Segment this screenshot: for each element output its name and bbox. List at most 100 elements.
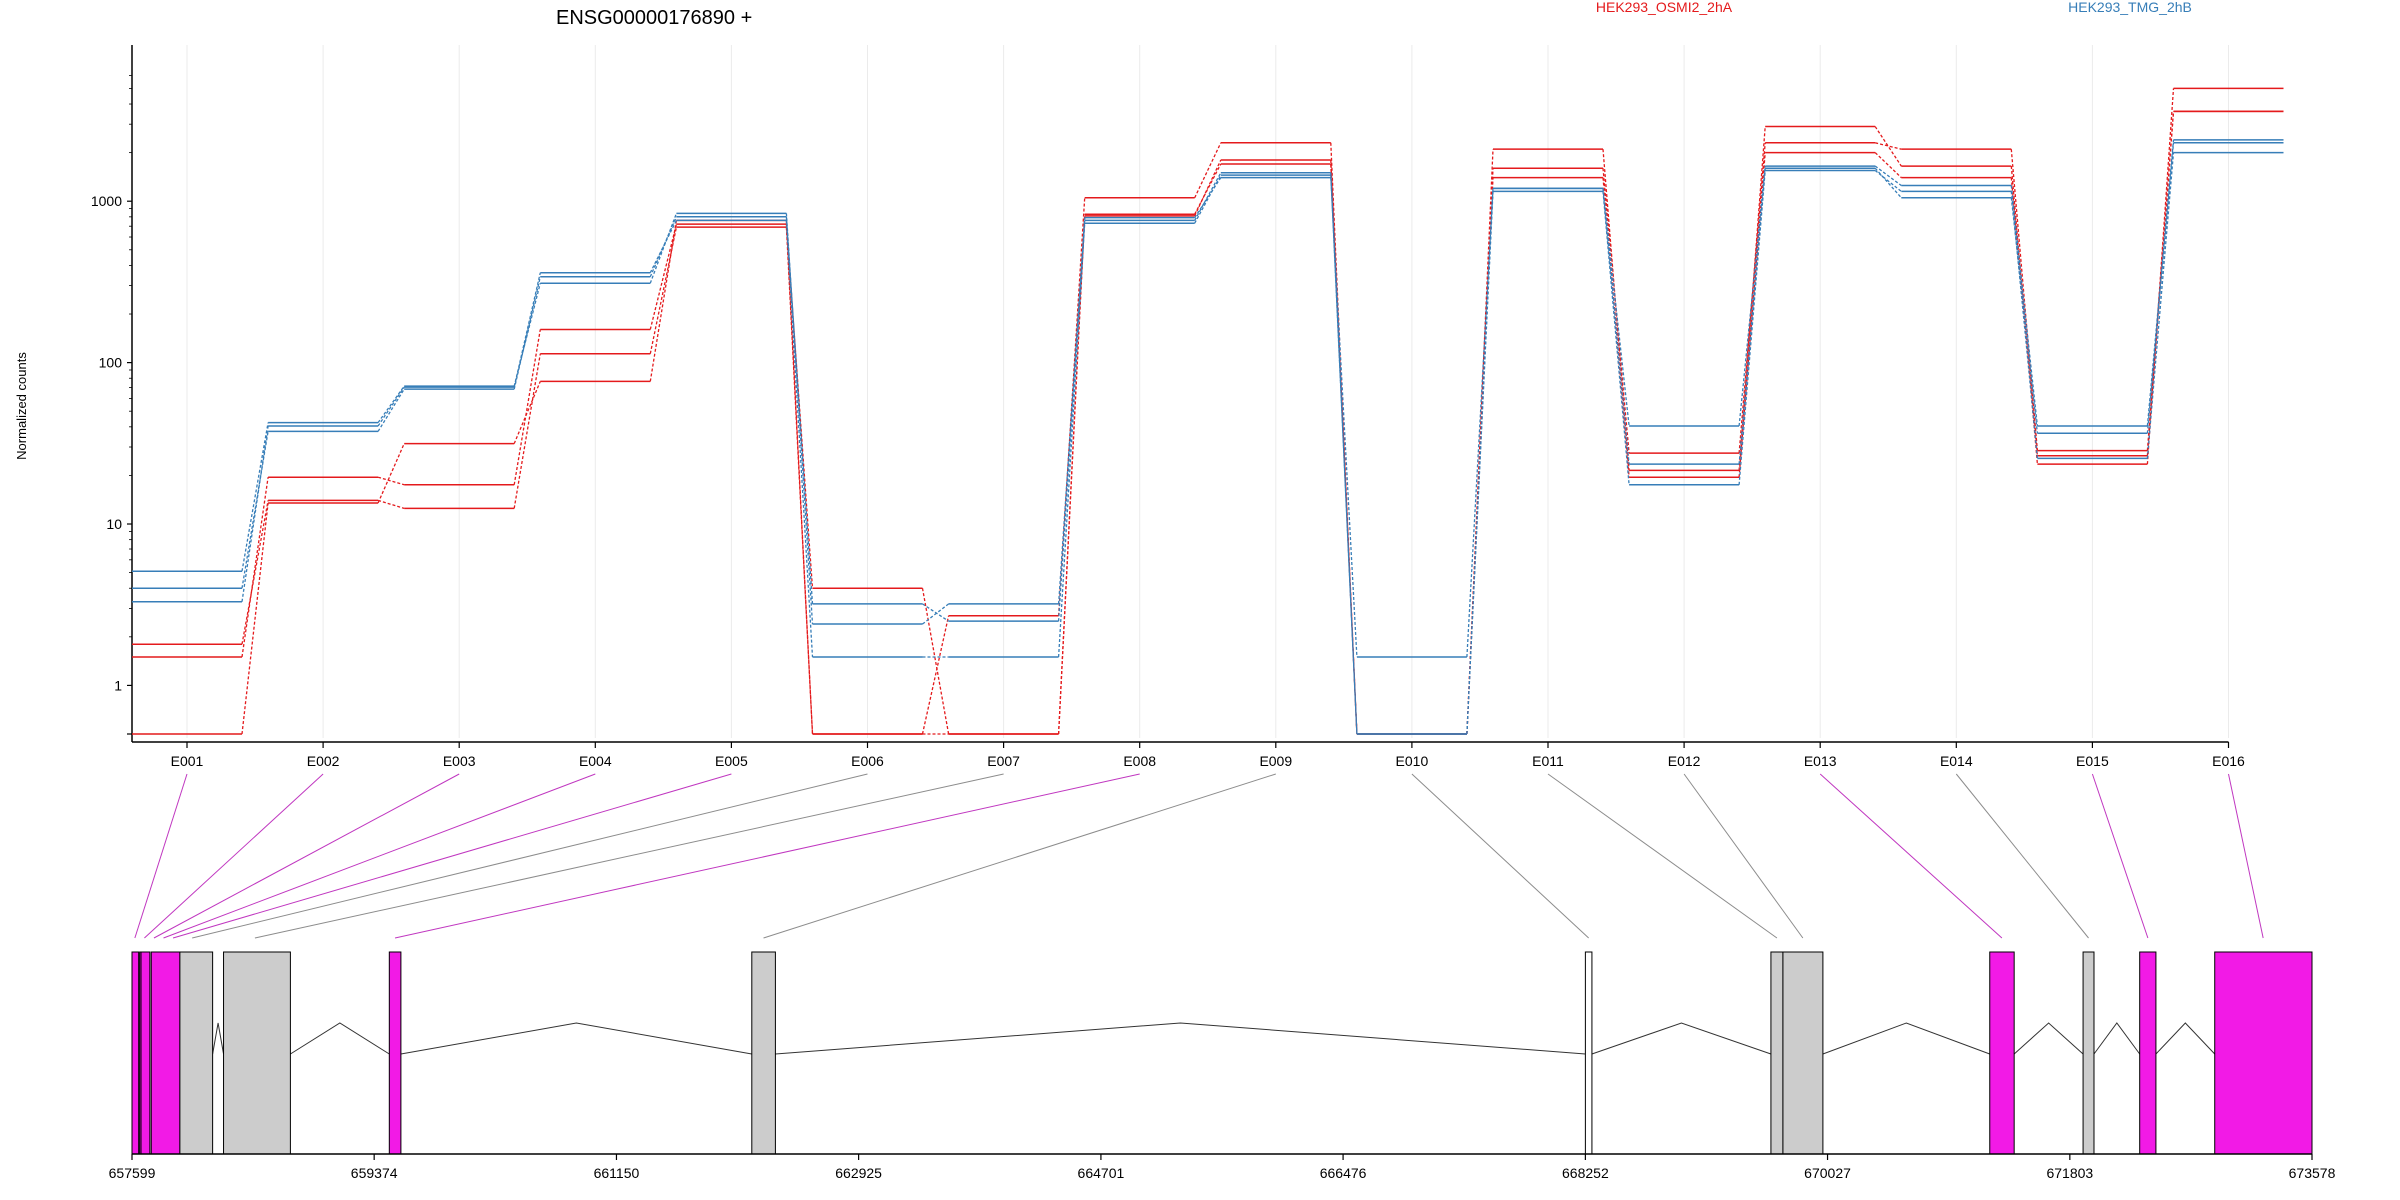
- intron-line: [212, 1022, 225, 1055]
- series-2-connector: [649, 227, 678, 354]
- exon-link-E004: [163, 773, 596, 939]
- coordinate-tick-label: 664701: [1078, 1165, 1125, 1181]
- series-2-connector: [1602, 168, 1630, 454]
- series-6-connector: [1738, 170, 1766, 485]
- series-1-connector: [1194, 163, 1222, 215]
- series-5-connector: [1602, 188, 1630, 465]
- exon-box-9: [1584, 951, 1593, 1155]
- legend: HEK293_OSMI2_2hA HEK293_TMG_2hB: [1596, 0, 2192, 15]
- series-4-connector: [922, 603, 949, 622]
- series-6-connector: [377, 386, 405, 427]
- series-5-connector: [513, 283, 541, 387]
- exon-box-3: [140, 951, 151, 1155]
- series-1-connector: [649, 224, 678, 330]
- x-tick-label-E005: E005: [715, 753, 748, 769]
- x-tick-label-E008: E008: [1123, 753, 1156, 769]
- series-5-connector: [2146, 142, 2175, 434]
- series-4-connector: [649, 216, 677, 277]
- exon-box-6: [223, 951, 291, 1155]
- exon-link-E015: [2091, 773, 2149, 939]
- exon-box-12: [1989, 951, 2015, 1155]
- x-tick-label-E014: E014: [1940, 753, 1973, 769]
- series-4-connector: [2010, 185, 2039, 427]
- gene-model: [131, 951, 2313, 1155]
- x-tick-label-E001: E001: [171, 753, 204, 769]
- x-tick-label-E006: E006: [851, 753, 884, 769]
- exon-box-11: [1782, 951, 1824, 1155]
- series-2-connector: [513, 353, 541, 509]
- series-1-connector: [241, 477, 269, 658]
- exon-box-4: [150, 951, 181, 1155]
- y-tick-label: 10: [106, 516, 122, 532]
- series-2-connector: [1875, 142, 1902, 150]
- series-2-connector: [377, 499, 405, 509]
- coordinate-tick-label: 671803: [2046, 1165, 2093, 1181]
- exon-link-E002: [144, 773, 324, 939]
- coordinate-tick-label: 659374: [351, 1165, 398, 1181]
- exon-link-E009: [763, 773, 1276, 939]
- exon-link-E008: [394, 773, 1140, 939]
- x-tick-label-E013: E013: [1804, 753, 1837, 769]
- series-2-connector: [1330, 142, 1358, 735]
- coordinate-tick-label: 657599: [109, 1165, 156, 1181]
- x-tick-label-E009: E009: [1259, 753, 1292, 769]
- series-4-connector: [1330, 172, 1358, 735]
- exon-link-E010: [1411, 773, 1589, 939]
- series-3-connector: [377, 443, 405, 504]
- x-tick-label-E007: E007: [987, 753, 1020, 769]
- coordinate-tick-label: 662925: [835, 1165, 882, 1181]
- series-3-connector: [785, 220, 814, 735]
- series-6-connector: [1602, 191, 1630, 485]
- y-tick-label: 1: [114, 677, 122, 693]
- series-2: [132, 110, 2284, 735]
- series-1-connector: [1874, 126, 1902, 167]
- x-tick-label-E002: E002: [307, 753, 340, 769]
- legend-item-1: HEK293_OSMI2_2hA: [1596, 0, 1733, 15]
- exon-link-lines: [134, 773, 2264, 939]
- exon-link-E012: [1683, 773, 1804, 939]
- coordinate-tick-label: 673578: [2289, 1165, 2336, 1181]
- exon-link-E014: [1955, 773, 2089, 939]
- coordinate-tick-label: 670027: [1804, 1165, 1851, 1181]
- series-3: [132, 110, 2284, 735]
- x-axis-exon-labels: E001 E002 E003 E004 E005 E006 E007 E008 E009 E010…: [132, 741, 2245, 769]
- exon-box-14: [2139, 951, 2157, 1155]
- series-5-connector: [785, 213, 814, 625]
- series-5-connector: [1194, 177, 1222, 219]
- series-4-connector: [1874, 165, 1902, 187]
- series-3-connector: [1057, 215, 1086, 735]
- coordinate-tick-label: 666476: [1320, 1165, 1367, 1181]
- exon-link-E007: [254, 773, 1004, 939]
- series-5-connector: [241, 422, 269, 572]
- intron-line: [400, 1022, 752, 1055]
- series-6-connector: [513, 272, 541, 388]
- y-tick-label: 100: [99, 355, 123, 371]
- series-3-connector: [1194, 159, 1222, 217]
- coordinate-tick-label: 661150: [594, 1165, 640, 1181]
- series-4: [132, 139, 2284, 735]
- exon-box-1: [131, 951, 140, 1155]
- series-5-connector: [649, 213, 678, 284]
- series-6-connector: [1194, 174, 1222, 224]
- series-2-connector: [241, 500, 269, 645]
- series-5-connector: [377, 385, 405, 423]
- x-tick-label-E010: E010: [1396, 753, 1429, 769]
- series-3-connector: [241, 502, 269, 735]
- series-5-connector: [1330, 177, 1358, 658]
- series-3-connector: [1602, 177, 1630, 478]
- exon-box-15: [2214, 951, 2313, 1155]
- y-axis-label-group: Normalized counts: [14, 352, 29, 460]
- series-5-connector: [2010, 197, 2039, 434]
- exon-link-E001: [134, 773, 188, 939]
- legend-item-2: HEK293_TMG_2hB: [2068, 0, 2192, 15]
- series-6-connector: [785, 220, 814, 658]
- exon-link-E006: [192, 773, 868, 939]
- series-6-connector: [2146, 152, 2175, 459]
- intron-line: [2155, 1022, 2216, 1055]
- intron-line: [1822, 1022, 1990, 1055]
- series-5-connector: [922, 603, 949, 625]
- series-4-connector: [1057, 220, 1086, 622]
- series-5-connector: [1057, 217, 1086, 604]
- exon-box-10: [1770, 951, 1784, 1155]
